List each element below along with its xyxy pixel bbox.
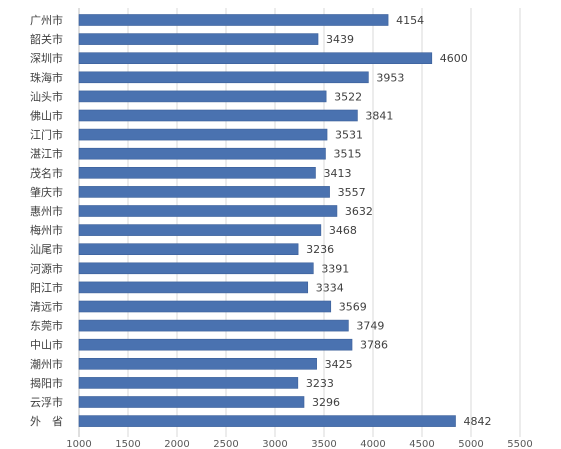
bar-2: [78, 52, 433, 65]
x-tick-label: 3500: [311, 439, 336, 449]
category-label: 韶关市: [30, 32, 63, 46]
value-label: 3841: [365, 110, 393, 123]
value-label: 3425: [325, 358, 353, 371]
x-tick-label: 4000: [360, 439, 385, 449]
category-label: 梅州市: [30, 223, 63, 237]
value-label: 4842: [464, 415, 492, 428]
bar-7: [78, 147, 326, 160]
category-label: 广州市: [30, 13, 63, 27]
x-tick-label: 1000: [66, 439, 91, 449]
x-tick-label: 3000: [262, 439, 287, 449]
bar-15: [78, 300, 332, 313]
bar-17: [78, 338, 353, 351]
value-label: 3468: [329, 224, 357, 237]
bar-14: [78, 281, 309, 294]
bar-18: [78, 357, 317, 370]
bar-16: [78, 319, 349, 332]
x-tick-label: 5500: [507, 439, 532, 449]
labels: 1000 1500 2000 2500 3000 3500 4000 4500 5000 5500…: [30, 13, 533, 449]
value-label: 3749: [356, 320, 384, 333]
category-label: 云浮市: [30, 395, 63, 409]
category-label: 潮州市: [30, 357, 63, 371]
bar-10: [78, 205, 338, 217]
value-label: 3296: [312, 396, 340, 409]
bar-13: [78, 262, 314, 275]
bar-4: [78, 90, 327, 103]
value-label: 4600: [440, 52, 468, 65]
value-label: 3391: [321, 262, 349, 275]
bar-6: [78, 128, 328, 141]
value-label: 3413: [323, 167, 351, 180]
category-label: 外 省: [30, 415, 63, 428]
value-label: 3515: [333, 148, 361, 161]
x-tick-label: 4500: [409, 439, 434, 449]
category-label: 阳江市: [30, 280, 63, 294]
x-tick-label: 5000: [458, 439, 483, 449]
category-label: 清远市: [30, 300, 63, 314]
category-label: 汕尾市: [30, 242, 63, 256]
value-label: 3632: [345, 205, 373, 218]
value-label: 3236: [306, 243, 334, 256]
category-label: 珠海市: [30, 70, 63, 84]
bars: [78, 14, 456, 427]
category-label: 中山市: [30, 338, 63, 352]
bar-8: [78, 167, 316, 179]
x-tick-label: 1500: [115, 439, 140, 449]
bar-3: [78, 71, 369, 84]
bar-9: [78, 186, 330, 198]
category-label: 揭阳市: [30, 376, 63, 390]
category-label: 江门市: [30, 128, 63, 142]
bar-11: [78, 224, 322, 236]
x-tick-label: 2500: [213, 439, 238, 449]
bar-20: [78, 396, 305, 408]
bar-1: [78, 33, 319, 45]
category-label: 湛江市: [30, 147, 63, 161]
category-label: 汕头市: [30, 89, 63, 103]
value-label: 3334: [316, 281, 344, 294]
value-label: 3233: [306, 377, 334, 390]
category-label: 深圳市: [30, 51, 63, 65]
category-label: 河源市: [30, 261, 63, 275]
value-label: 3557: [338, 186, 366, 199]
bar-0: [78, 14, 389, 26]
bar-5: [78, 109, 358, 122]
category-label: 东莞市: [30, 319, 63, 333]
value-label: 3786: [360, 339, 388, 352]
bar-19: [78, 377, 299, 389]
value-label: 3569: [339, 301, 367, 314]
value-label: 3439: [326, 33, 354, 46]
value-label: 3522: [334, 90, 362, 103]
value-label: 3531: [335, 129, 363, 142]
category-label: 茂名市: [30, 166, 63, 180]
value-label: 4154: [396, 14, 424, 27]
bar-21: [78, 415, 456, 427]
category-label: 肇庆市: [30, 185, 63, 199]
value-label: 3953: [376, 71, 404, 84]
x-tick-label: 2000: [164, 439, 189, 449]
category-label: 佛山市: [30, 109, 63, 123]
category-label: 惠州市: [30, 204, 63, 218]
bar-12: [78, 243, 299, 255]
